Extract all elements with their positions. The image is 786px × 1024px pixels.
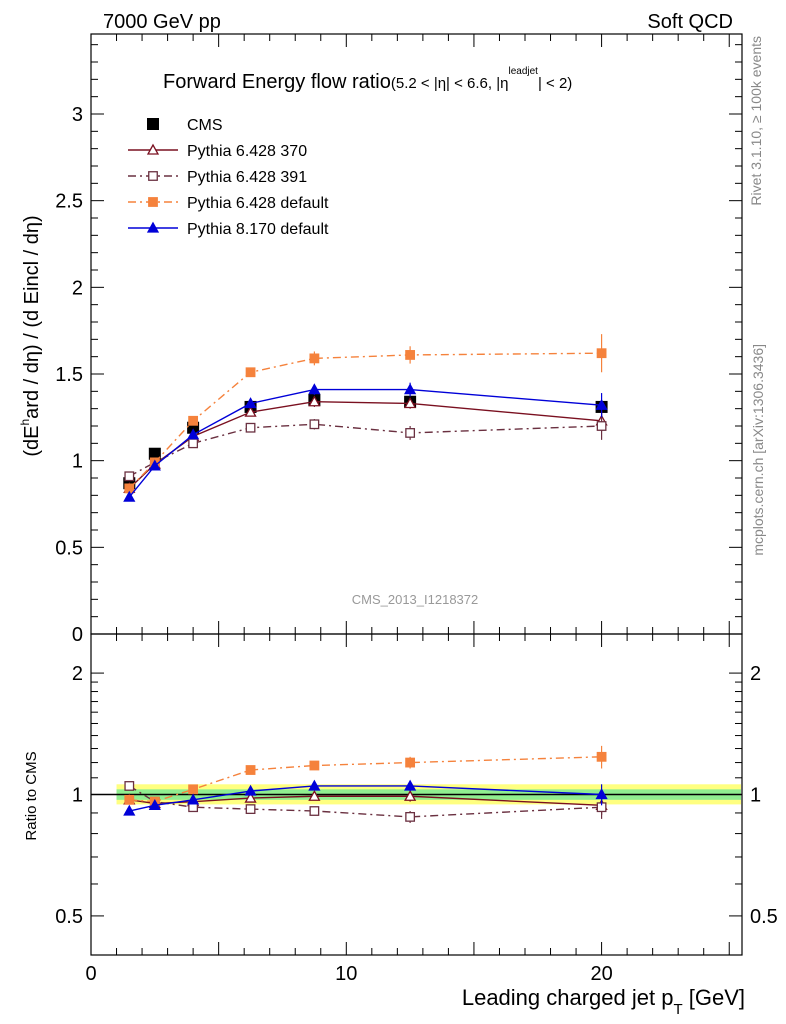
data-point-marker: [146, 221, 160, 233]
plot-title: Forward Energy flow ratio(5.2 < |η| < 6.…: [163, 66, 572, 93]
data-point-marker: [244, 405, 257, 417]
data-point-marker: [124, 794, 135, 805]
ratio-y-tick-label-right: 1: [750, 785, 761, 807]
main-y-tick-label: 0: [72, 624, 83, 646]
data-point-marker: [404, 397, 417, 409]
data-point-marker: [245, 422, 256, 433]
x-tick-label: 10: [335, 963, 357, 985]
ratio-series-3: [123, 779, 608, 816]
legend-label: Pythia 6.428 391: [187, 169, 307, 186]
data-point-marker: [148, 459, 161, 471]
main-y-axis-label-sup: h: [18, 419, 32, 426]
data-point-marker: [245, 367, 256, 378]
legend-label: CMS: [187, 117, 223, 134]
legend-label: Pythia 6.428 370: [187, 143, 307, 160]
main-y-tick-label: 1: [72, 451, 83, 473]
data-point-marker: [148, 171, 158, 181]
axes-layer: 0 10 20 0 0.5 1 1.5 2 2.5 3 0.5 0.5 1 1 2 2: [55, 33, 778, 985]
main-y-tick-label: 2: [72, 277, 83, 299]
data-point-marker: [308, 395, 321, 407]
data-point-marker: [245, 765, 256, 775]
plot-title-cut-sup: leadjet: [508, 66, 538, 77]
data-point-marker: [309, 806, 320, 816]
data-point-marker: [187, 793, 200, 805]
main-y-tick-label: 2.5: [55, 191, 83, 213]
plot-title-main: Forward Energy flow ratio: [163, 71, 391, 93]
data-point-marker: [404, 789, 417, 801]
data-point-marker: [123, 804, 136, 816]
analysis-watermark: CMS_2013_I1218372: [352, 592, 479, 607]
data-point-marker: [244, 397, 257, 409]
x-axis-label: Leading charged jet pT [GeV]: [462, 985, 745, 1018]
data-point-marker: [405, 428, 416, 438]
ratio-y-tick-label-right: 0.5: [750, 906, 778, 928]
ratio-y-tick-label: 0.5: [55, 906, 83, 928]
series-line: [128, 423, 602, 477]
main-series-3: [124, 334, 607, 494]
x-axis-label-sub: T: [673, 1001, 682, 1018]
main-y-tick-label: 1.5: [55, 364, 83, 386]
data-point-marker: [148, 798, 161, 810]
main-y-axis-label-end: incl / dη): [21, 215, 43, 291]
data-point-marker: [244, 784, 257, 796]
main-series-4: [123, 382, 608, 502]
main-series-layer: [123, 334, 608, 502]
data-point-marker: [124, 471, 135, 482]
data-point-marker: [308, 383, 321, 395]
plot-title-cut-end: | < 2): [538, 75, 572, 92]
series-line: [128, 352, 602, 489]
data-point-marker: [188, 415, 199, 426]
main-y-tick-label: 3: [72, 104, 83, 126]
data-point-marker: [148, 197, 158, 207]
main-y-axis-label-mid: ard / dη) / (d E: [21, 291, 43, 419]
data-point-marker: [308, 789, 321, 801]
main-y-axis-label-start: (dE: [21, 426, 43, 457]
legend: CMS Pythia 6.428 370 Pythia 6.428 391 Pythi…: [128, 117, 329, 238]
data-point-marker: [123, 490, 136, 502]
data-point-marker: [405, 811, 416, 822]
data-point-marker: [308, 779, 321, 791]
data-point-marker: [188, 784, 199, 795]
series-line: [128, 388, 602, 498]
data-point-marker: [309, 419, 320, 430]
data-point-marker: [595, 788, 608, 800]
x-axis-label-unit: [GeV]: [683, 985, 745, 1010]
header-left: 7000 GeV pp: [103, 11, 221, 33]
data-point-marker: [595, 398, 608, 410]
data-point-marker: [148, 447, 161, 460]
ratio-y-tick-label: 2: [72, 663, 83, 685]
data-point-marker: [187, 428, 200, 440]
data-point-marker: [596, 751, 607, 762]
data-point-marker: [188, 438, 199, 449]
legend-label: Pythia 6.428 default: [187, 195, 329, 212]
ratio-y-tick-label: 1: [72, 785, 83, 807]
ratio-series-layer: [123, 745, 608, 823]
data-point-marker: [404, 779, 417, 791]
ratio-y-tick-label-right: 2: [750, 663, 761, 685]
x-tick-label: 20: [590, 963, 612, 985]
x-tick-label: 0: [85, 963, 96, 985]
legend-label: Pythia 8.170 default: [187, 221, 329, 238]
plot-title-cut: (5.2 < |η| < 6.6, |η: [391, 75, 509, 92]
mcplots-source-label: mcplots.cern.ch [arXiv:1306.3436]: [750, 344, 766, 556]
data-point-marker: [405, 350, 416, 360]
main-y-axis-label: (dEhard / dη) / (d Eincl / dη): [18, 215, 43, 456]
data-point-marker: [309, 353, 320, 364]
data-point-marker: [309, 760, 320, 771]
data-point-marker: [596, 421, 607, 431]
header-right: Soft QCD: [647, 11, 733, 33]
data-point-marker: [147, 118, 159, 130]
data-point-marker: [596, 348, 607, 359]
ratio-y-axis-label: Ratio to CMS: [23, 751, 40, 840]
rivet-version-label: Rivet 3.1.10, ≥ 100k events: [748, 36, 764, 206]
data-point-marker: [404, 383, 417, 395]
x-axis-label-main: Leading charged jet p: [462, 985, 674, 1010]
data-point-marker: [146, 143, 160, 155]
data-point-marker: [244, 791, 257, 803]
data-point-marker: [124, 781, 135, 791]
data-point-marker: [245, 804, 256, 815]
main-y-tick-label: 0.5: [55, 537, 83, 559]
data-point-marker: [405, 757, 416, 768]
